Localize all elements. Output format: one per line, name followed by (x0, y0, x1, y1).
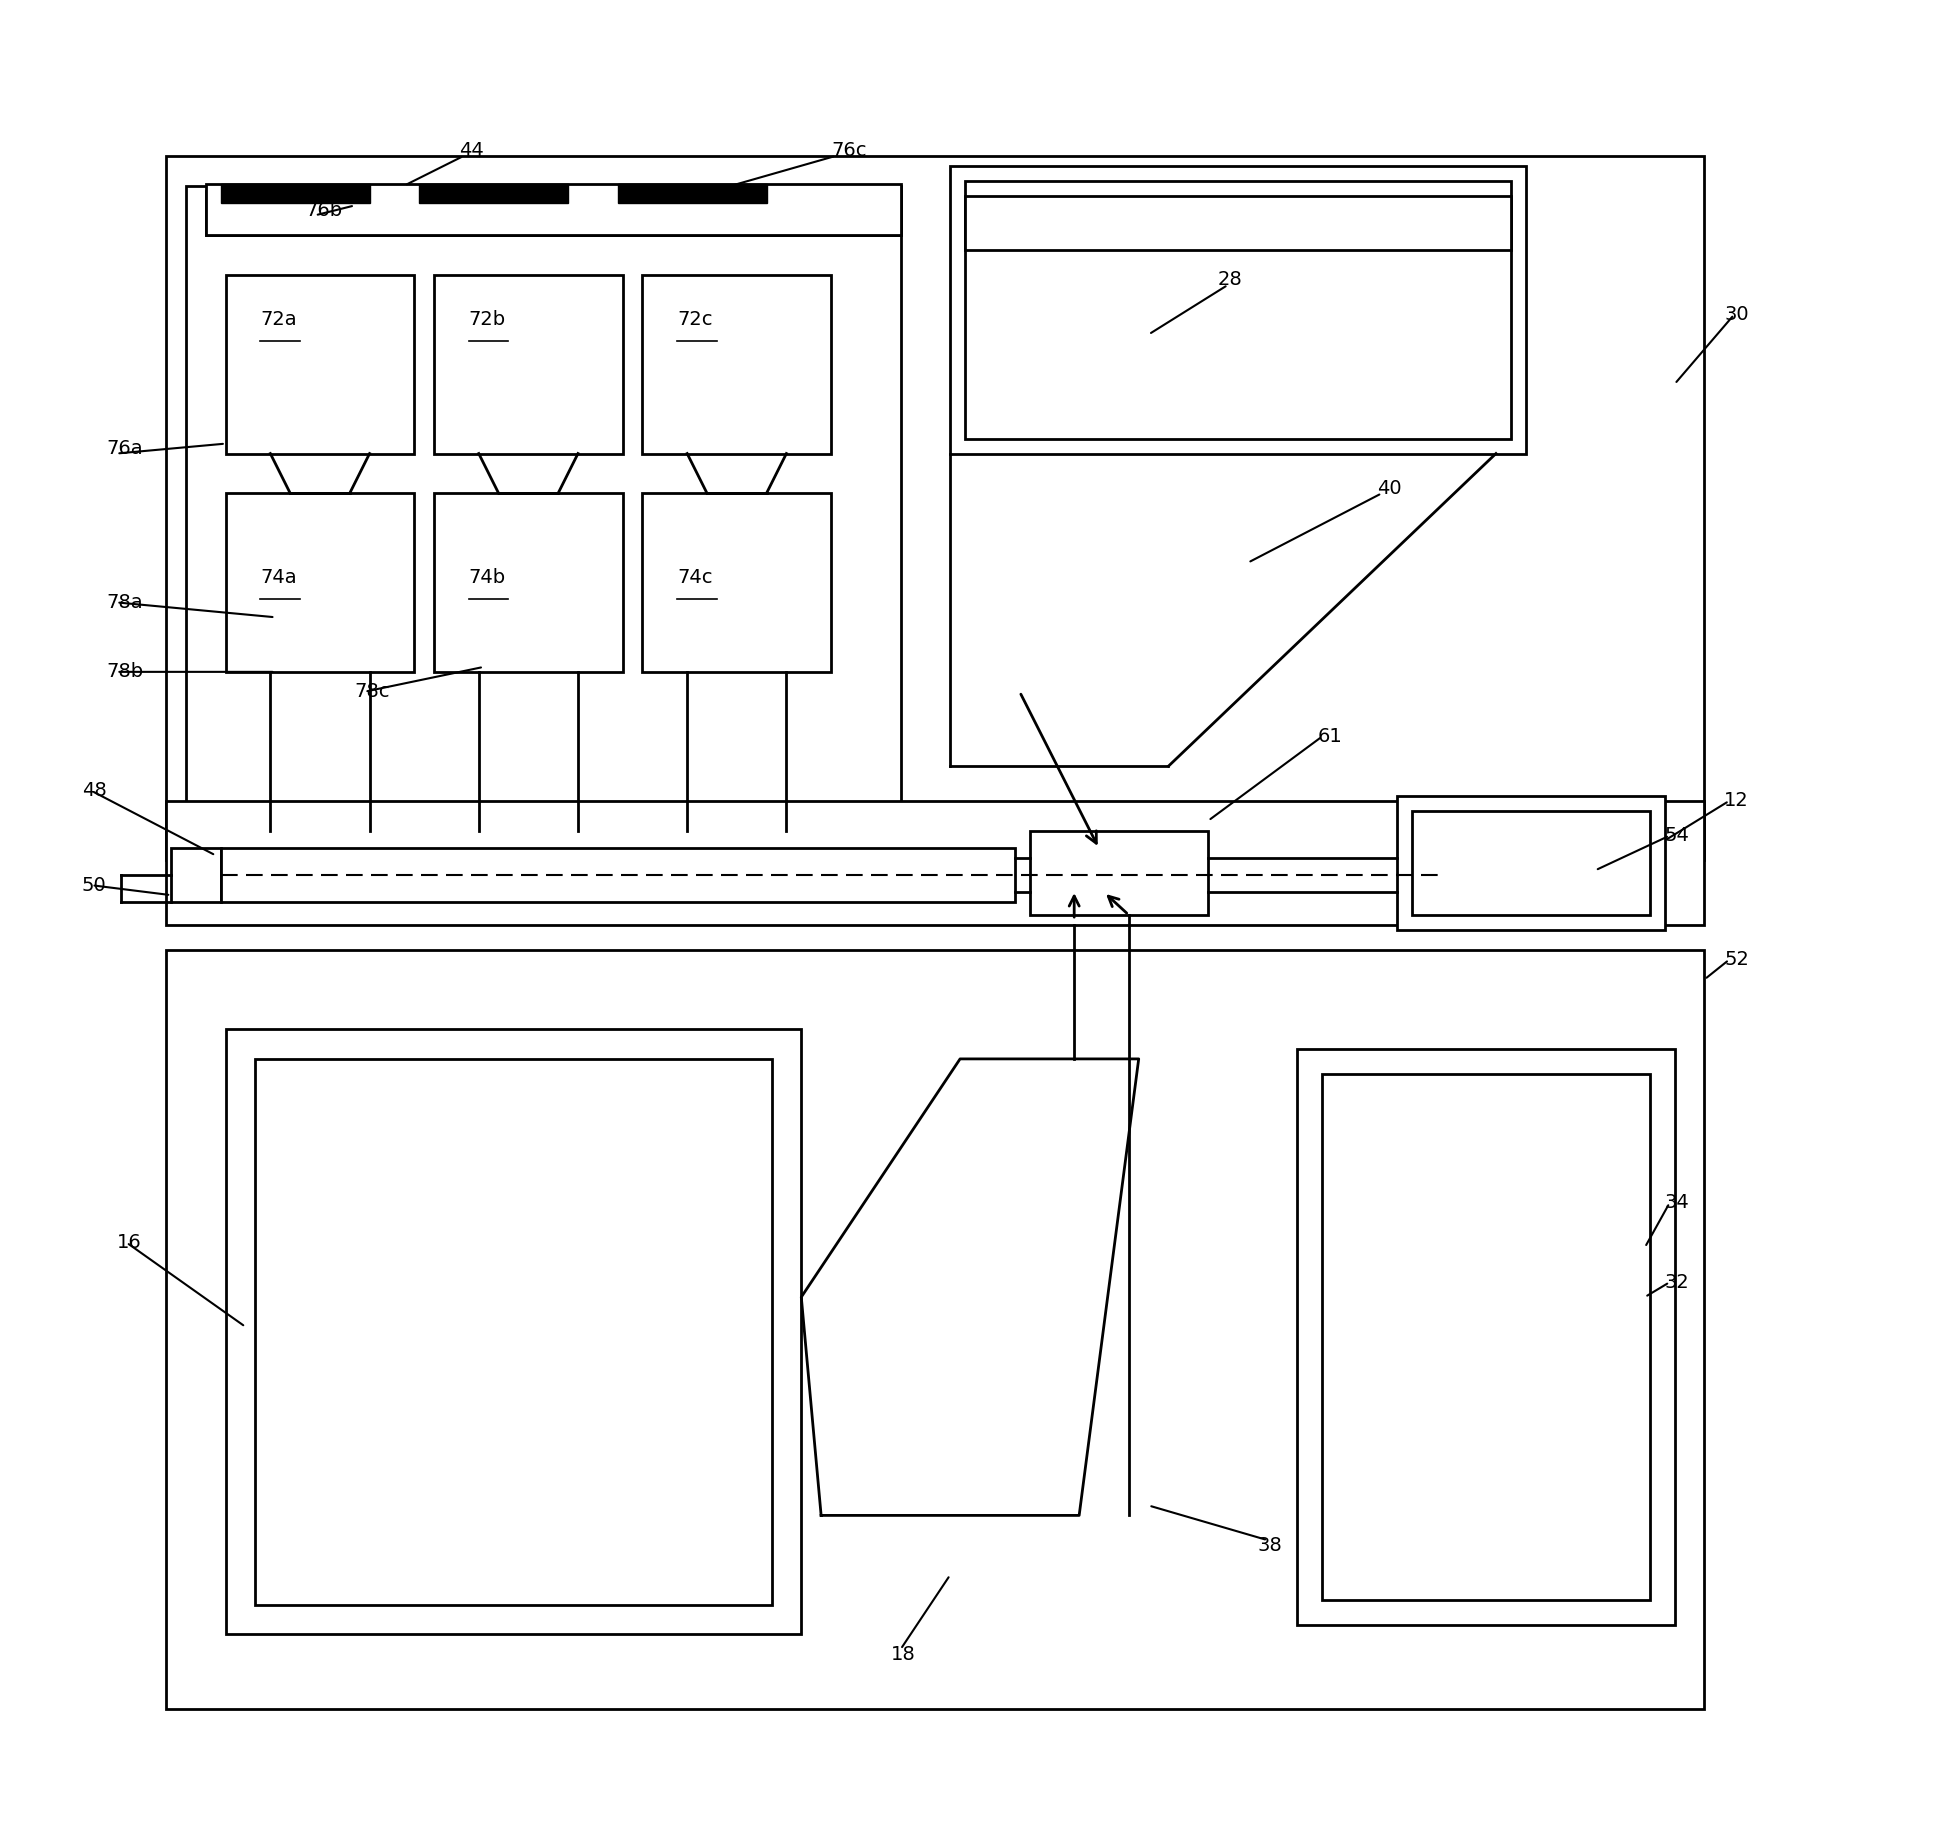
Bar (463, 807, 593, 833)
Bar (221, 183, 370, 203)
Bar (167, 802, 1704, 924)
Text: 34: 34 (1665, 1193, 1690, 1211)
Bar (618, 183, 767, 205)
Bar (643, 494, 831, 672)
Text: 74c: 74c (676, 567, 713, 587)
Bar (1322, 1074, 1649, 1599)
Text: 76c: 76c (831, 141, 866, 161)
Text: 38: 38 (1258, 1535, 1283, 1556)
Text: 44: 44 (459, 141, 484, 161)
Bar (672, 807, 800, 833)
Bar (186, 185, 901, 831)
Bar (225, 274, 415, 454)
Bar (171, 847, 221, 902)
Bar (643, 274, 831, 454)
Bar (256, 807, 384, 833)
Text: 78a: 78a (107, 593, 143, 611)
Text: 52: 52 (1725, 950, 1750, 970)
Text: 30: 30 (1725, 306, 1748, 324)
Text: 72b: 72b (469, 309, 506, 329)
Bar (1411, 811, 1649, 915)
Text: 78c: 78c (355, 683, 390, 701)
Bar (221, 847, 1016, 902)
Bar (434, 274, 622, 454)
Bar (221, 183, 370, 205)
Text: 76a: 76a (107, 439, 143, 458)
Text: 40: 40 (1376, 479, 1401, 498)
Bar (434, 494, 622, 672)
Text: 32: 32 (1665, 1272, 1690, 1292)
Bar (950, 167, 1525, 454)
Text: 16: 16 (116, 1233, 141, 1252)
Bar (618, 183, 767, 203)
Text: 28: 28 (1219, 271, 1242, 289)
Text: 12: 12 (1725, 791, 1748, 811)
Bar (167, 950, 1704, 1709)
Bar (419, 183, 568, 205)
Text: 50: 50 (81, 877, 107, 895)
Bar (965, 181, 1512, 439)
Bar (965, 196, 1512, 251)
Bar (1297, 1049, 1674, 1625)
Bar (1029, 831, 1207, 915)
Bar (167, 156, 1704, 860)
Text: 78b: 78b (107, 662, 143, 681)
Text: 76b: 76b (304, 201, 343, 220)
Bar (205, 183, 901, 236)
Bar (256, 1060, 771, 1605)
Text: 18: 18 (891, 1645, 915, 1663)
Bar (225, 494, 415, 672)
Text: 54: 54 (1665, 825, 1690, 845)
Text: 72a: 72a (260, 309, 297, 329)
Text: 74a: 74a (260, 567, 297, 587)
Text: 72c: 72c (676, 309, 713, 329)
Bar (419, 183, 568, 203)
Text: 74b: 74b (469, 567, 506, 587)
Text: 48: 48 (81, 781, 107, 800)
Text: 61: 61 (1318, 727, 1343, 747)
Bar (225, 1028, 800, 1634)
Bar (1397, 796, 1665, 930)
Bar (205, 190, 901, 236)
